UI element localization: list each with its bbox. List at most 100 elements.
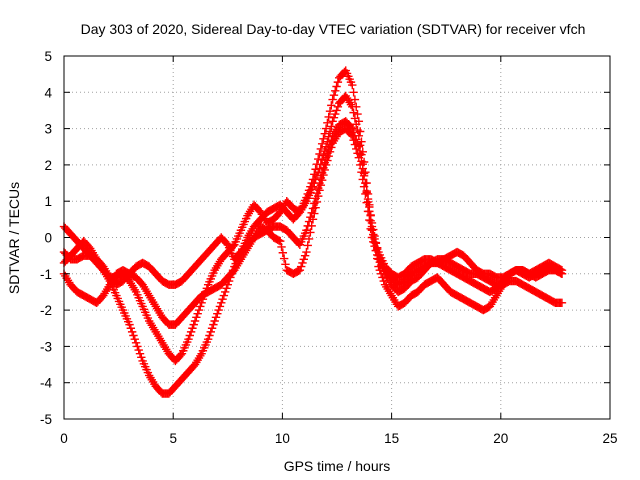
marker-track-4-46-4 [366,216,375,226]
marker-track-3-46-1 [362,198,371,207]
marker-track-4-20-4 [196,302,205,311]
marker-track-1-45-2 [357,137,366,146]
marker-track-3-37-2 [304,234,314,244]
marker-track-1-24-1 [218,295,227,304]
marker-track-3-45-4 [359,182,369,191]
marker-track-4-41 [328,117,337,126]
marker-track-4-44-1 [349,108,358,117]
marker-track-4-19 [184,334,193,344]
marker-track-4-44-3 [352,120,361,129]
y-tick-label-2: 3 [44,122,52,137]
series-track-2 [59,117,567,297]
marker-track-3-33 [276,236,285,246]
marker-track-4-46-3 [365,207,374,216]
marker-track-4-21 [197,298,206,308]
marker-track-3-44-2 [350,140,360,149]
marker-track-3-44 [348,131,357,141]
marker-track-1-10 [125,320,134,329]
marker-track-3-46 [361,189,370,199]
x-tick-label-5: 25 [602,431,617,446]
marker-track-4-19-1 [185,331,194,340]
marker-track-4-41-4 [333,102,343,112]
marker-track-1-44-4 [353,109,362,119]
marker-track-3-37 [302,247,311,257]
x-axis-label: GPS time / hours [284,458,391,474]
marker-track-3-33-3 [279,254,289,263]
marker-track-1-10-2 [127,327,137,337]
marker-track-4-47-2 [370,234,379,244]
marker-track-1-11 [131,338,141,347]
marker-track-4-39 [315,164,324,173]
marker-track-1-11-2 [134,345,143,355]
marker-track-3-76 [557,298,567,308]
marker-track-1-41-3 [332,82,341,91]
marker-track-4-47-3 [371,239,381,248]
marker-track-3-39-2 [317,175,327,185]
marker-track-4-38-3 [312,171,322,180]
marker-track-1-38-4 [314,154,323,164]
marker-track-3-39-4 [320,165,329,175]
marker-track-4-45-1 [355,141,365,150]
marker-track-3-44-1 [349,136,358,145]
marker-track-1-10-3 [129,331,138,340]
marker-track-3-44-4 [353,149,362,158]
y-tick-label-4: 1 [44,194,52,209]
marker-track-2-24-4 [222,239,231,248]
marker-track-4-46-2 [363,197,373,207]
marker-track-3-46-3 [365,215,374,225]
marker-track-3-40-1 [323,156,332,165]
marker-track-4-47-4 [372,243,382,252]
marker-track-3-38-2 [311,203,320,212]
marker-track-1-23-4 [215,302,225,311]
marker-track-4-38-2 [311,175,320,184]
marker-track-3-36-4 [300,251,310,260]
marker-track-4-25-4 [228,242,238,251]
marker-track-1-40-2 [324,112,333,122]
marker-track-1-23-3 [214,305,223,315]
marker-track-1-41-1 [329,91,339,100]
marker-track-4-19-3 [188,324,197,333]
marker-track-4-38 [308,182,318,191]
marker-track-4-21-2 [200,291,209,300]
marker-track-3-46-4 [366,224,375,233]
chart-title: Day 303 of 2020, Sidereal Day-to-day VTE… [81,21,586,37]
marker-track-1-41-2 [331,86,340,96]
marker-track-3-40-3 [325,147,335,157]
marker-track-3-38-3 [312,197,322,207]
marker-track-3-40 [321,160,331,170]
marker-track-3-32-4 [274,236,284,245]
marker-track-3-36-3 [299,255,309,264]
marker-track-1-23 [210,316,219,326]
marker-track-3-38-1 [310,209,319,218]
y-axis-label: SDTVAR / TECUs [6,182,22,294]
marker-track-1-23-2 [213,309,222,318]
marker-track-4-40-3 [325,127,335,136]
marker-track-1-44-1 [349,88,358,97]
marker-track-1-22-2 [206,327,215,337]
x-tick-label-4: 20 [493,431,508,446]
marker-track-4-21-1 [198,295,208,304]
y-tick-label-5: 0 [44,231,52,246]
marker-track-1-11-3 [135,349,145,358]
y-tick-label-6: -1 [40,267,52,282]
marker-track-3-33-2 [278,248,288,257]
marker-track-1-44 [348,80,357,90]
marker-track-3-44-3 [352,144,361,154]
marker-track-4-41-3 [332,106,341,115]
marker-track-4-46-1 [362,188,371,197]
marker-track-1-41-4 [333,77,343,87]
marker-track-4-17-4 [176,350,185,360]
marker-track-1-10-1 [126,324,136,333]
marker-track-1-11-1 [133,342,142,351]
marker-track-4-76 [557,269,567,278]
marker-track-3-39-3 [319,170,328,180]
marker-track-4-20-2 [193,309,202,318]
marker-track-3-39-1 [316,181,326,190]
marker-track-4-47 [367,226,377,235]
marker-track-1-22 [203,334,213,344]
marker-track-4-40-2 [324,132,333,141]
marker-track-4-45-2 [357,150,366,159]
marker-track-1-22-1 [205,331,214,340]
marker-track-3-40-4 [327,143,336,152]
